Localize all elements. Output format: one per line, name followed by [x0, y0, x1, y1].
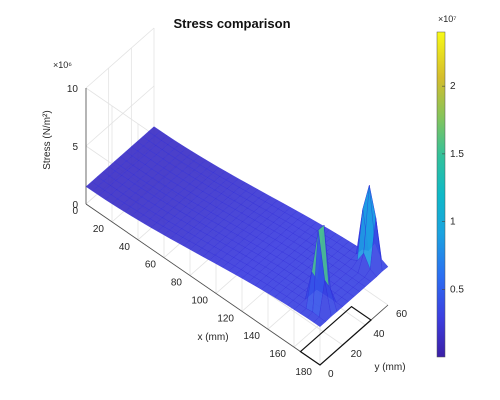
- x-tick-label: 140: [243, 331, 260, 342]
- x-tick-label: 60: [145, 260, 157, 271]
- x-tick-label: 20: [93, 224, 105, 235]
- axes-front-box: [299, 305, 372, 366]
- z-tick-label: 10: [67, 84, 79, 95]
- grid-line-z-backwall: [85, 27, 155, 89]
- colorbar: ×10⁷ 0.5 1 1.5 2: [436, 14, 464, 358]
- y-tick-label: 0: [328, 369, 334, 380]
- x-axis-line: [85, 203, 321, 366]
- colorbar-gradient: [436, 31, 446, 358]
- x-tick-label: 180: [295, 367, 312, 378]
- x-tick-label: 160: [269, 349, 286, 360]
- colorbar-exponent-label: ×10⁷: [438, 14, 457, 24]
- y-tick-label: 20: [351, 349, 363, 360]
- colorbar-tick-label: 0.5: [450, 284, 464, 295]
- x-tick-label: 80: [171, 278, 183, 289]
- z-tick-label: 0: [72, 200, 78, 211]
- axis-tick-labels: 0 20 40 60 80 100 120 140 160 180 0 20 40 60 0 5 10: [67, 84, 408, 380]
- plate-outline: [299, 305, 372, 366]
- x-tick-label: 120: [217, 313, 234, 324]
- x-axis-label: x (mm): [197, 332, 228, 343]
- z-tick-label: 5: [72, 142, 78, 153]
- z-exponent-label: ×10⁶: [53, 60, 72, 70]
- grid-line-z-backwall: [85, 85, 155, 147]
- surface-patch: [375, 217, 389, 272]
- y-tick-label: 60: [396, 309, 408, 320]
- x-tick-label: 100: [191, 295, 208, 306]
- y-axis-label: y (mm): [374, 362, 405, 373]
- chart-title: Stress comparison: [173, 16, 290, 31]
- y-tick-label: 40: [373, 329, 385, 340]
- colorbar-tick-label: 1.5: [450, 149, 464, 160]
- colorbar-tick-labels: 0.5 1 1.5 2: [442, 81, 464, 295]
- x-tick-label: 40: [119, 242, 131, 253]
- stress-surface: [85, 126, 389, 327]
- x-tick-label: 0: [72, 206, 78, 217]
- z-axis-label: Stress (N/m²): [42, 110, 53, 169]
- colorbar-tick-label: 1: [450, 217, 456, 228]
- colorbar-tick-label: 2: [450, 81, 456, 92]
